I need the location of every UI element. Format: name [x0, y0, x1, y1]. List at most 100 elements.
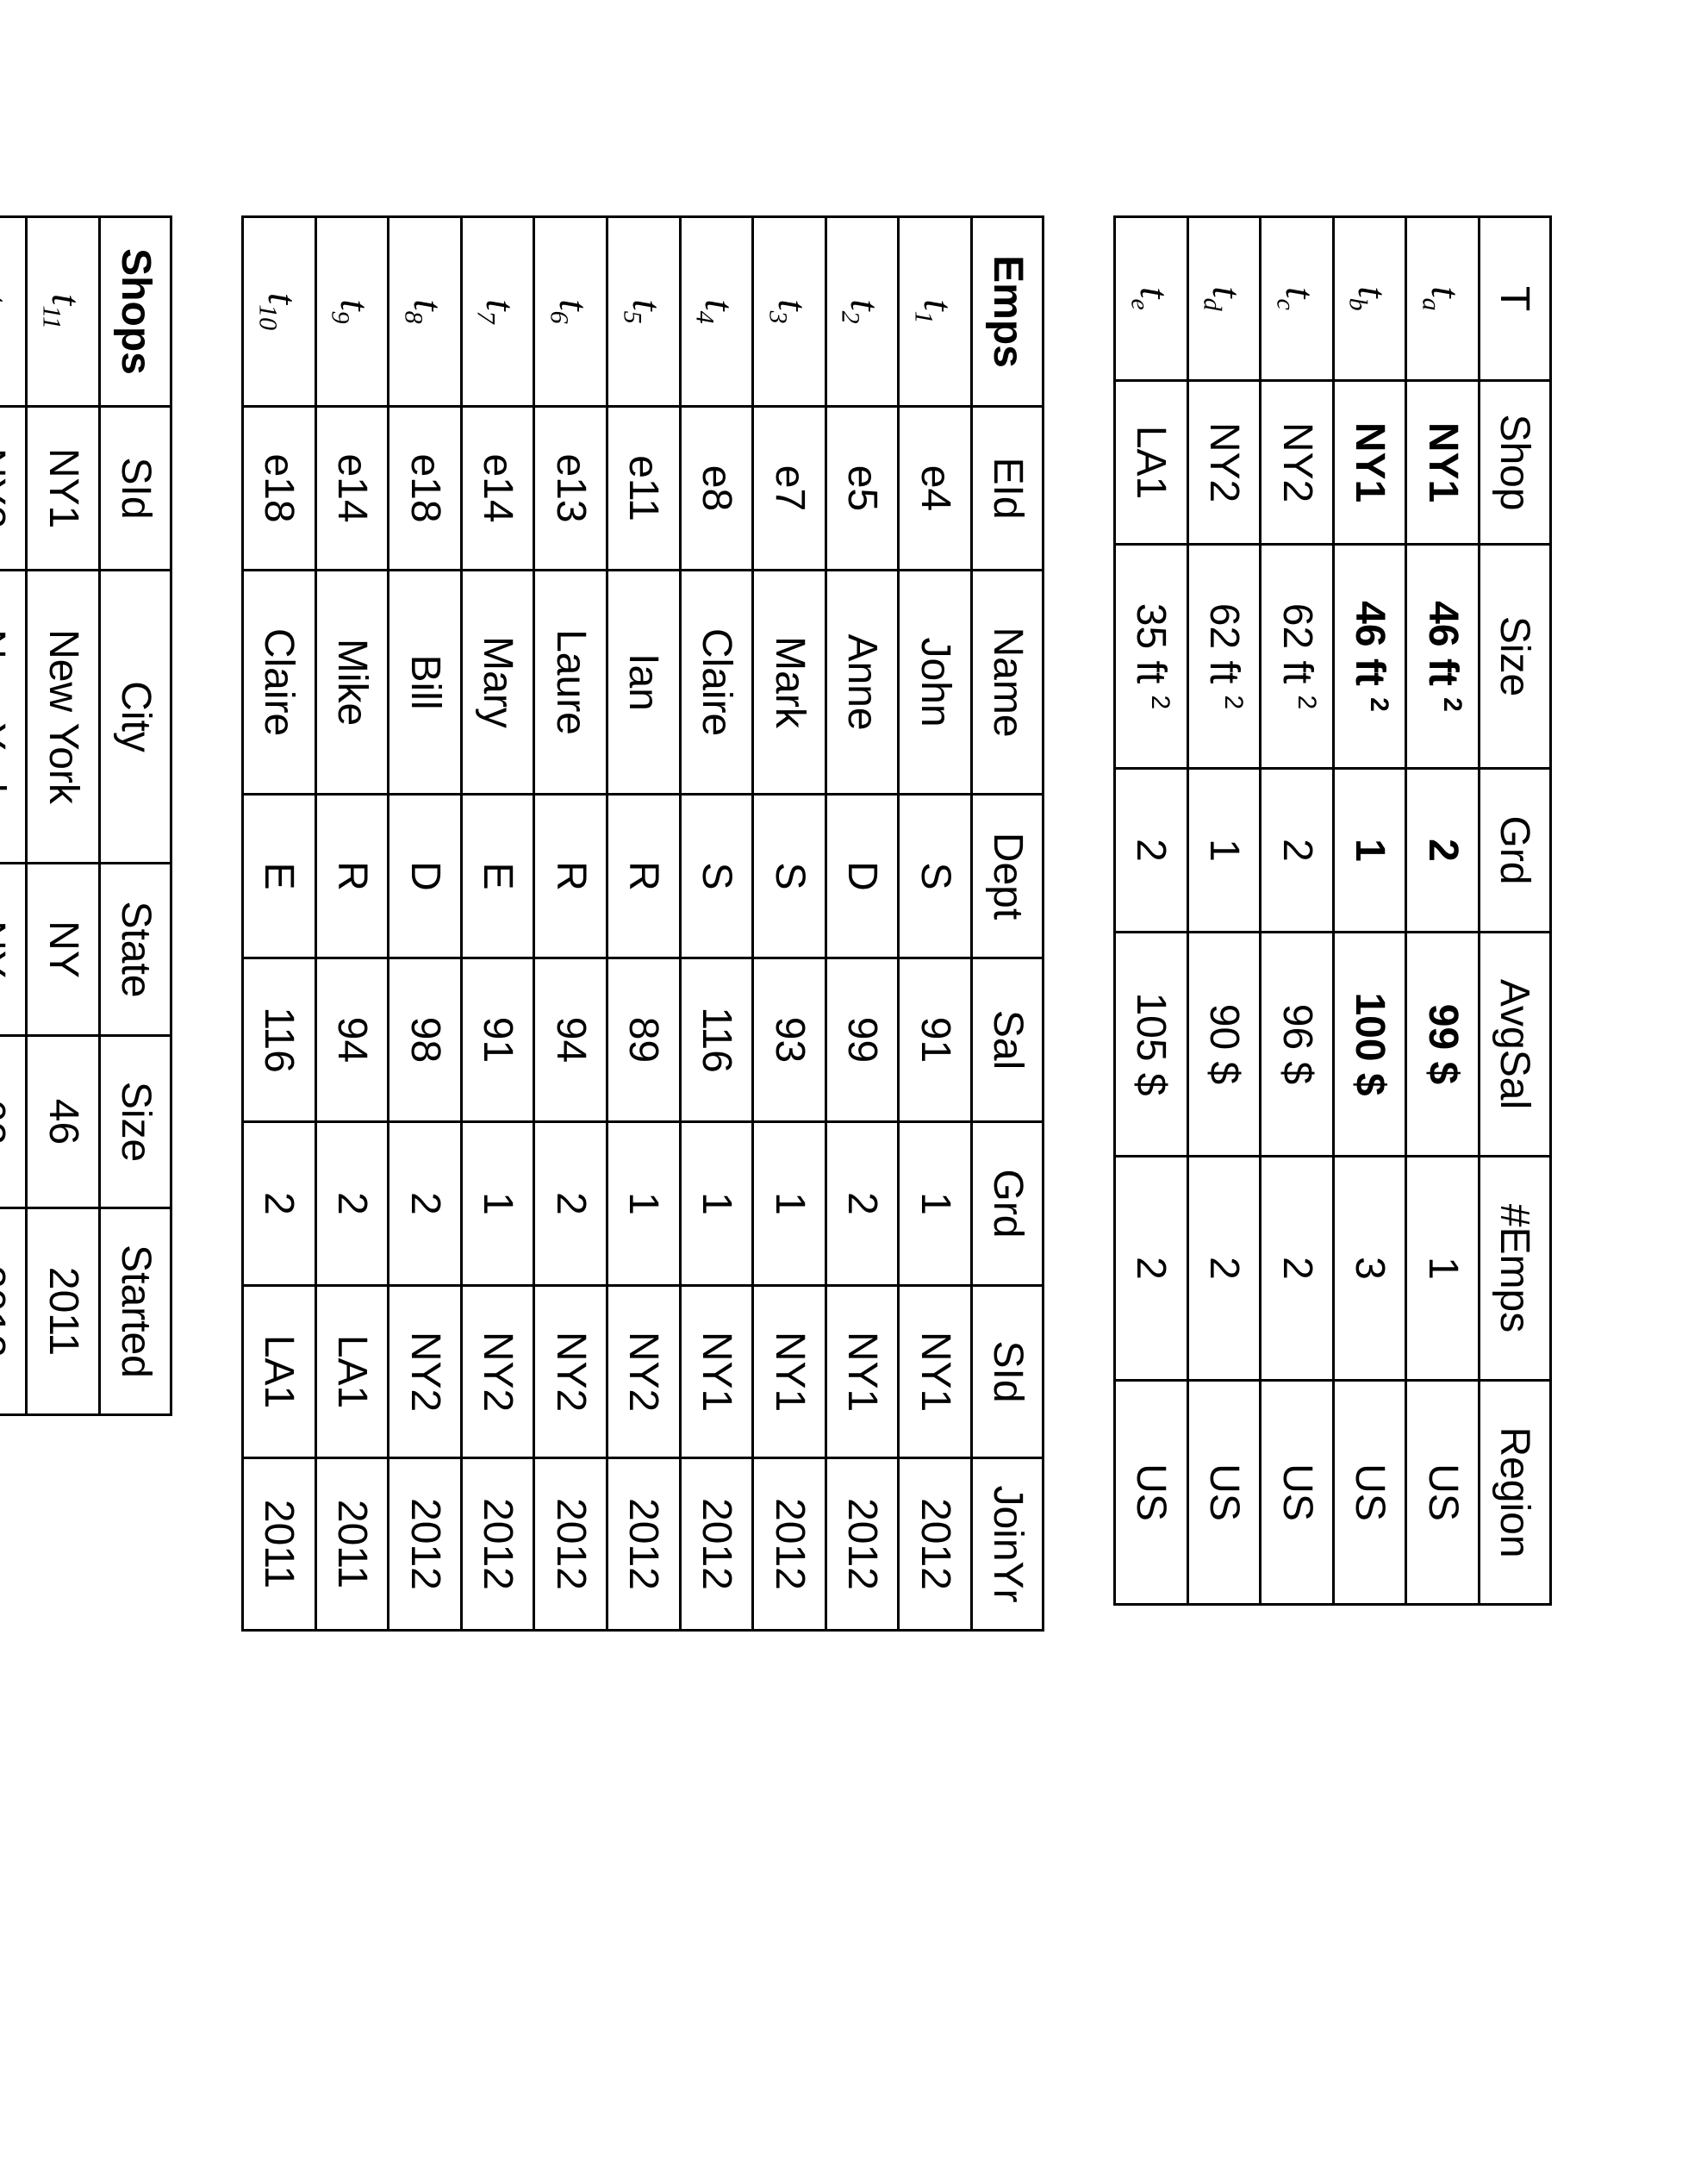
- cell-dept: E: [243, 795, 316, 958]
- col-header: State: [100, 864, 171, 1036]
- row-id: t3: [753, 217, 826, 407]
- cell-grd: 2: [243, 1122, 316, 1286]
- cell-eid: e11: [607, 407, 681, 571]
- cell-joinyr: 2012: [389, 1458, 462, 1631]
- cell-sal: 94: [534, 958, 607, 1122]
- col-header: EId: [972, 407, 1044, 571]
- cell-sid: LA1: [243, 1286, 316, 1458]
- cell-joinyr: 2011: [243, 1458, 316, 1631]
- cell-avgsal: 90 $: [1187, 933, 1261, 1157]
- row-id: t12: [0, 217, 27, 407]
- cell-sal: 116: [680, 958, 753, 1122]
- table-row: t7e14MaryE911NY22012: [461, 217, 534, 1631]
- cell-region: US: [1261, 1381, 1334, 1605]
- col-header: Name: [972, 571, 1044, 795]
- cell-size: 62 ft 2: [1187, 545, 1261, 769]
- cell-joinyr: 2012: [899, 1458, 972, 1631]
- row-id: te: [1115, 217, 1188, 381]
- row-id: t6: [534, 217, 607, 407]
- cell-sid: NY1: [899, 1286, 972, 1458]
- col-header: SId: [972, 1286, 1044, 1458]
- cell-eid: e8: [680, 407, 753, 571]
- cell-shop: LA1: [1115, 381, 1188, 545]
- cell-dept: S: [753, 795, 826, 958]
- col-header: Size: [1480, 545, 1551, 769]
- cell-grd: 2: [1261, 769, 1334, 933]
- cell-dept: S: [899, 795, 972, 958]
- row-id: t10: [243, 217, 316, 407]
- table-row: t3e7MarkS931NY12012: [753, 217, 826, 1631]
- cell-joinyr: 2012: [825, 1458, 899, 1631]
- cell-eid: e13: [534, 407, 607, 571]
- cell-grd: 1: [1187, 769, 1261, 933]
- cell-grd: 1: [899, 1122, 972, 1286]
- row-id: tc: [1261, 217, 1334, 381]
- row-id: t5: [607, 217, 681, 407]
- cell-started: 2011: [27, 1208, 100, 1415]
- col-header: Dept: [972, 795, 1044, 958]
- cell-shop: NY1: [1406, 381, 1480, 545]
- row-id: t9: [315, 217, 389, 407]
- cell-region: US: [1187, 1381, 1261, 1605]
- cell-grd: 2: [389, 1122, 462, 1286]
- cell-name: Mike: [315, 571, 389, 795]
- row-id: t11: [27, 217, 100, 407]
- cell-dept: D: [825, 795, 899, 958]
- table-row: teLA135 ft 22105 $2US: [1115, 217, 1188, 1605]
- cell-sal: 116: [243, 958, 316, 1122]
- cell-dept: R: [315, 795, 389, 958]
- table-header-row: T Shop Size Grd AvgSal #Emps Region: [1480, 217, 1551, 1605]
- cell-sal: 91: [461, 958, 534, 1122]
- cell-state: NY: [27, 864, 100, 1036]
- cell-shop: NY2: [1261, 381, 1334, 545]
- row-id: t1: [899, 217, 972, 407]
- cell-dept: D: [389, 795, 462, 958]
- col-header: T: [1480, 217, 1551, 381]
- cell-name: Claire: [243, 571, 316, 795]
- col-header: Grd: [972, 1122, 1044, 1286]
- cell-name: John: [899, 571, 972, 795]
- table-row: t8e18BillD982NY22012: [389, 217, 462, 1631]
- row-id: t8: [389, 217, 462, 407]
- table-row: t10e18ClaireE1162LA12011: [243, 217, 316, 1631]
- row-id: ta: [1406, 217, 1480, 381]
- cell-state: NY: [0, 864, 27, 1036]
- row-id: t2: [825, 217, 899, 407]
- cell-dept: S: [680, 795, 753, 958]
- table-t: T Shop Size Grd AvgSal #Emps Region taNY…: [1113, 215, 1552, 1606]
- cell-region: US: [1406, 1381, 1480, 1605]
- cell-eid: e5: [825, 407, 899, 571]
- cell-city: New York: [0, 571, 27, 864]
- cell-sal: 91: [899, 958, 972, 1122]
- cell-sal: 89: [607, 958, 681, 1122]
- cell-name: Ian: [607, 571, 681, 795]
- table-row: tdNY262 ft 2190 $2US: [1187, 217, 1261, 1605]
- cell-emps: 1: [1406, 1157, 1480, 1381]
- cell-eid: e14: [315, 407, 389, 571]
- cell-grd: 1: [461, 1122, 534, 1286]
- cell-name: Anne: [825, 571, 899, 795]
- cell-joinyr: 2012: [680, 1458, 753, 1631]
- cell-dept: R: [607, 795, 681, 958]
- cell-grd: 1: [1333, 769, 1406, 933]
- table-header-row: Emps EId Name Dept Sal Grd SId JoinYr: [972, 217, 1044, 1631]
- cell-name: Bill: [389, 571, 462, 795]
- table-row: t4e8ClaireS1161NY12012: [680, 217, 753, 1631]
- cell-name: Claire: [680, 571, 753, 795]
- cell-eid: e7: [753, 407, 826, 571]
- cell-sid: NY2: [389, 1286, 462, 1458]
- cell-region: US: [1333, 1381, 1406, 1605]
- table-row: t11NY1New YorkNY462011: [27, 217, 100, 1415]
- cell-shop: NY2: [1187, 381, 1261, 545]
- cell-sal: 99: [825, 958, 899, 1122]
- table-row: tbNY146 ft 21100 $3US: [1333, 217, 1406, 1605]
- cell-sid: NY1: [27, 407, 100, 571]
- cell-eid: e4: [899, 407, 972, 571]
- cell-shop: NY1: [1333, 381, 1406, 545]
- cell-avgsal: 105 $: [1115, 933, 1188, 1157]
- col-header: City: [100, 571, 171, 864]
- cell-name: Mary: [461, 571, 534, 795]
- col-header: Size: [100, 1036, 171, 1208]
- cell-joinyr: 2012: [607, 1458, 681, 1631]
- cell-eid: e14: [461, 407, 534, 571]
